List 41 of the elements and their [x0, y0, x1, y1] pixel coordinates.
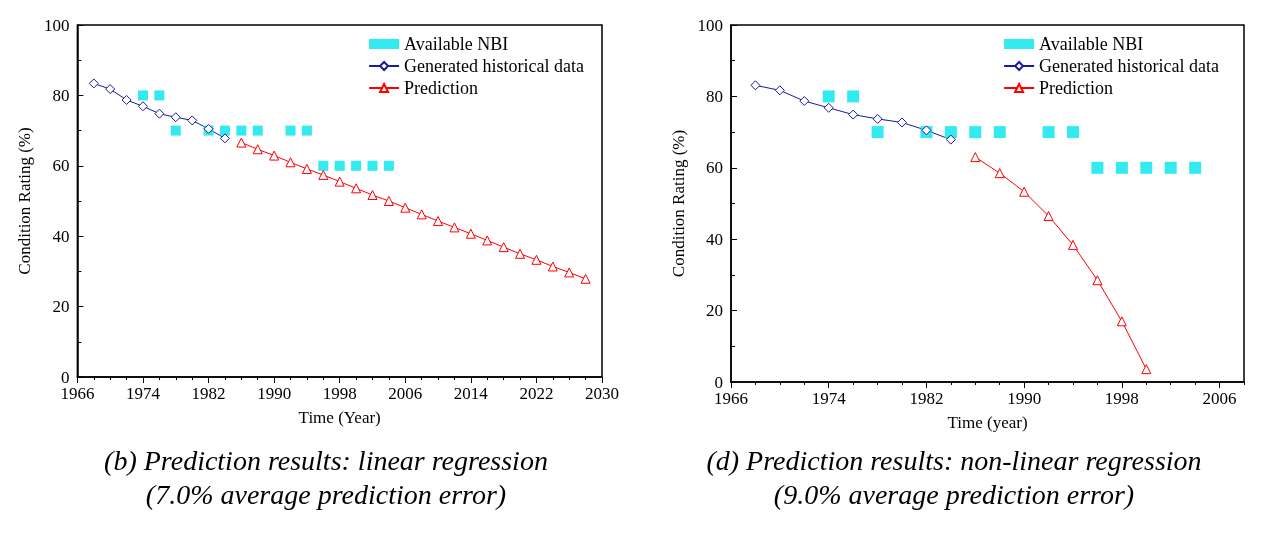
y-tick-label: 100: [43, 15, 70, 35]
text: (b) Prediction results: linear regression: [103, 444, 549, 478]
y-tick-label: 0: [60, 367, 70, 387]
x-tick-label: 1998: [322, 384, 357, 403]
x-tick-label: 1974: [811, 389, 847, 408]
legend-label: Prediction: [404, 78, 479, 98]
x-tick-label: 1990: [257, 384, 292, 403]
x-axis-title: Time (Year): [298, 408, 381, 427]
x-tick-label: 1974: [125, 384, 161, 403]
x-tick-label: 1990: [1007, 389, 1042, 408]
y-axis-title: Condition Rating (%): [668, 129, 688, 278]
legend-label: Prediction: [1039, 78, 1114, 98]
legend-label: Available NBI: [404, 34, 509, 54]
y-tick-label: 80: [706, 86, 723, 106]
x-tick-label: 1966: [714, 389, 748, 408]
x-tick-label: 1966: [60, 384, 95, 403]
x-tick-label: 2006: [388, 384, 423, 403]
y-tick-label: 40: [706, 229, 723, 249]
y-axis-title: Condition Rating (%): [15, 127, 34, 275]
text: (7.0% average prediction error): [144, 478, 508, 512]
x-tick-label: 2022: [519, 384, 554, 403]
legend-label: Generated historical data: [1039, 56, 1220, 76]
x-tick-label: 2014: [453, 384, 489, 403]
x-tick-label: 1982: [191, 384, 226, 403]
x-tick-label: 2030: [585, 384, 619, 403]
y-tick-label: 100: [697, 15, 723, 35]
y-tick-label: 60: [52, 156, 70, 176]
y-tick-label: 20: [52, 297, 70, 317]
x-tick-label: 1998: [1104, 389, 1139, 408]
y-tick-label: 40: [52, 226, 70, 246]
legend-label: Generated historical data: [404, 56, 585, 76]
text: (d) Prediction results: non-linear regression: [705, 444, 1203, 478]
x-tick-label: 1982: [909, 389, 944, 408]
y-tick-label: 80: [52, 85, 70, 105]
y-tick-label: 20: [706, 301, 723, 321]
x-tick-label: 2006: [1202, 389, 1237, 408]
x-axis-title: Time (year): [947, 413, 1028, 432]
text: (9.0% average prediction error): [772, 478, 1136, 512]
y-tick-label: 60: [706, 158, 723, 178]
y-tick-label: 0: [714, 372, 723, 392]
legend-label: Available NBI: [1039, 34, 1144, 54]
